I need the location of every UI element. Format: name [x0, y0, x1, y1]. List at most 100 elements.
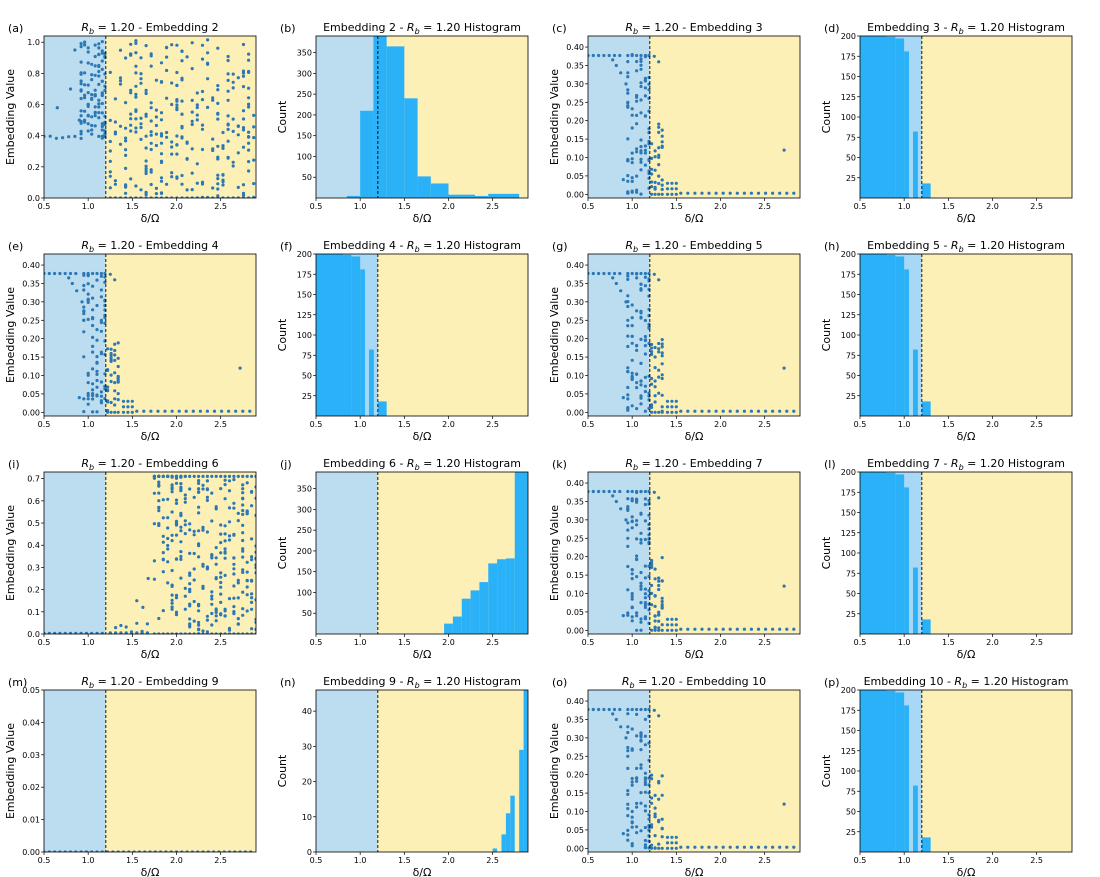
- scatter-point: [84, 631, 88, 634]
- scatter-point: [771, 191, 775, 195]
- scatter-point: [197, 620, 201, 625]
- scatter-point: [660, 128, 664, 132]
- scatter-point: [630, 776, 634, 781]
- scatter-point: [159, 132, 164, 136]
- scatter-point: [82, 355, 86, 359]
- scatter-point: [693, 845, 697, 849]
- scatter-point: [159, 179, 164, 183]
- y-tick-label: 0.05: [22, 686, 40, 695]
- scatter-point: [679, 409, 683, 413]
- scatter-point: [221, 146, 225, 150]
- scatter-point: [639, 59, 643, 64]
- region-right: [649, 36, 800, 198]
- scatter-point: [219, 571, 223, 575]
- scatter-point: [170, 605, 174, 609]
- scatter-point: [166, 581, 170, 585]
- scatter-point: [624, 82, 628, 86]
- scatter-point: [174, 474, 179, 478]
- scatter-point: [707, 409, 711, 413]
- axes-frame: [315, 471, 529, 635]
- scatter-point: [170, 483, 174, 487]
- y-tick-label: 150: [297, 568, 312, 577]
- scatter-point: [161, 474, 165, 478]
- scatter-point: [635, 766, 639, 771]
- chart-title: Embedding 2 - Rb = 1.20 Histogram: [323, 21, 521, 36]
- scatter-point: [241, 42, 246, 47]
- scatter-point: [210, 623, 214, 627]
- scatter-point: [91, 308, 95, 312]
- y-tick-label: 175: [841, 488, 856, 497]
- scatter-point: [635, 801, 639, 806]
- scatter-point: [236, 617, 240, 621]
- scatter-point: [250, 504, 254, 508]
- scatter-point: [227, 538, 232, 542]
- scatter-point: [190, 67, 194, 71]
- scatter-point: [670, 399, 674, 403]
- scatter-point: [643, 776, 648, 780]
- y-tick-label: 0.00: [566, 844, 584, 853]
- scatter-point: [93, 73, 97, 77]
- scatter-point: [144, 146, 148, 150]
- scatter-point: [221, 183, 225, 187]
- scatter-point: [100, 59, 104, 63]
- scatter-point: [206, 105, 210, 109]
- scatter-point: [219, 532, 223, 536]
- scatter-point: [124, 183, 128, 187]
- scatter-point: [97, 69, 101, 74]
- scatter-point: [129, 177, 133, 181]
- scatter-point: [68, 271, 73, 276]
- y-tick-label: 100: [297, 331, 312, 340]
- scatter-point: [221, 180, 225, 184]
- scatter-point: [630, 176, 634, 180]
- x-axis-label: δ/Ω: [685, 648, 704, 661]
- scatter-point: [159, 152, 164, 156]
- scatter-point: [643, 564, 648, 568]
- scatter-point: [161, 498, 165, 502]
- scatter-point: [639, 581, 643, 585]
- scatter-point: [179, 511, 183, 515]
- scatter-point: [657, 628, 661, 632]
- scatter-point: [197, 490, 201, 494]
- scatter-point: [670, 841, 674, 845]
- hist-bar: [488, 563, 498, 634]
- scatter-point: [626, 792, 630, 797]
- scatter-point: [159, 176, 164, 180]
- plot-area: [860, 690, 931, 852]
- chart-title: Embedding 5 - Rb = 1.20 Histogram: [867, 239, 1065, 254]
- scatter-point: [714, 191, 718, 195]
- scatter-point: [226, 127, 230, 131]
- scatter-point: [635, 94, 639, 98]
- scatter-point: [113, 278, 117, 282]
- scatter-point: [602, 271, 606, 276]
- y-tick-label: 0.35: [566, 279, 584, 288]
- scatter-point: [100, 40, 104, 44]
- scatter-point: [205, 630, 209, 634]
- x-tick-label: 0.5: [582, 638, 595, 647]
- scatter-point: [657, 347, 661, 351]
- x-tick-label: 2.5: [486, 420, 499, 429]
- scatter-point: [245, 570, 249, 574]
- panel-label: (p): [824, 676, 840, 689]
- scatter-point: [643, 271, 648, 276]
- scatter-point: [135, 621, 139, 625]
- scatter-point: [86, 397, 90, 401]
- scatter-point: [113, 403, 117, 407]
- scatter-point: [161, 551, 165, 555]
- scatter-point: [139, 137, 143, 141]
- scatter-point: [639, 282, 643, 286]
- region-left: [44, 36, 106, 198]
- scatter-point: [643, 502, 648, 507]
- y-tick-label: 0.10: [22, 372, 40, 381]
- scatter-point: [165, 135, 169, 139]
- y-tick-label: 150: [841, 73, 856, 82]
- scatter-point: [166, 516, 170, 520]
- scatter-point: [170, 81, 174, 85]
- scatter-point: [124, 191, 128, 195]
- scatter-point: [247, 148, 251, 152]
- y-tick-label: 0.30: [566, 734, 584, 743]
- scatter-point: [241, 508, 245, 513]
- scatter-point: [635, 557, 639, 562]
- y-tick-label: 25: [846, 828, 856, 837]
- scatter-point: [657, 278, 661, 282]
- scatter-point: [626, 707, 630, 712]
